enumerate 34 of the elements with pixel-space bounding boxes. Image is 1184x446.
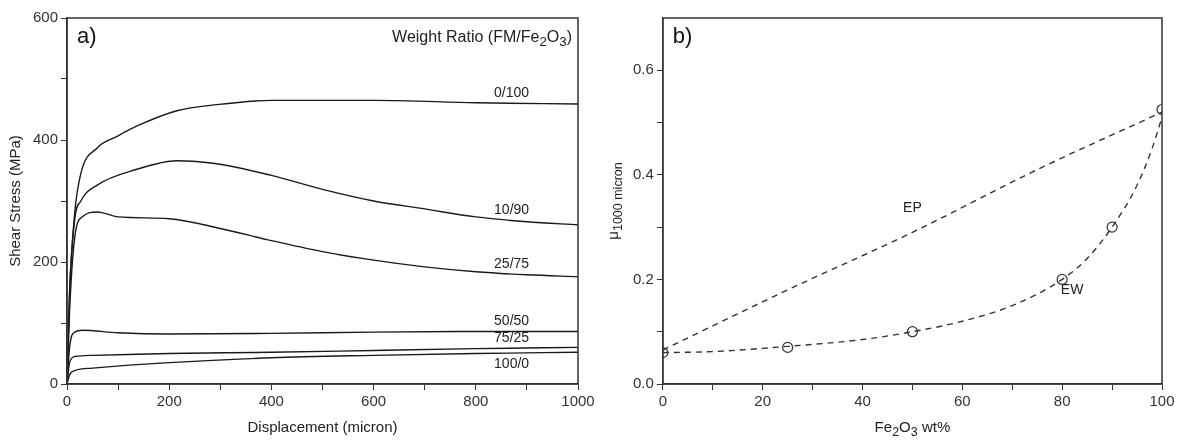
annotation: b) — [672, 23, 693, 49]
series-label: EP — [903, 198, 922, 215]
y-tick-label: 0.0 — [632, 374, 654, 392]
x-tick-label: 400 — [258, 392, 284, 410]
x-tick-label: 100 — [1149, 392, 1175, 410]
y-tick-label: 0.2 — [632, 269, 654, 287]
y-tick-label: 400 — [33, 130, 59, 148]
x-tick-label: 20 — [754, 392, 772, 410]
x-tick-label: 80 — [1053, 392, 1071, 410]
y-tick-label: 200 — [33, 252, 59, 270]
x-tick-label: 200 — [156, 392, 182, 410]
series-label: 0/100 — [494, 84, 530, 101]
series-label: EW — [1060, 280, 1085, 297]
series-label: 75/25 — [494, 329, 530, 346]
x-axis-title: Fe$_{2}$O$_{3}$ wt% — [874, 418, 951, 439]
x-axis-title: Displacement (micron) — [247, 418, 398, 435]
y-axis-title: Shear Stress (MPa) — [5, 135, 23, 267]
y-tick-label: 0 — [49, 374, 59, 392]
x-tick-label: 0 — [658, 392, 668, 410]
x-tick-label: 40 — [854, 392, 871, 410]
annotation: a) — [77, 23, 97, 49]
series-label: 25/75 — [494, 254, 530, 271]
y-tick-label: 0.6 — [632, 60, 654, 78]
x-tick-label: 600 — [361, 392, 387, 410]
y-tick-label: 0.4 — [632, 165, 654, 182]
x-tick-label: 60 — [954, 392, 971, 410]
x-tick-label: 800 — [463, 392, 489, 410]
series-label: 10/90 — [494, 201, 530, 218]
x-tick-label: 1000 — [561, 392, 595, 410]
series-label: 100/0 — [494, 354, 530, 371]
legend-title: Weight Ratio (FM/Fe$_{2}$O$_{3}$) — [392, 28, 572, 50]
series-label: 50/50 — [494, 312, 530, 329]
x-tick-label: 0 — [62, 392, 72, 410]
y-tick-label: 600 — [33, 8, 59, 26]
